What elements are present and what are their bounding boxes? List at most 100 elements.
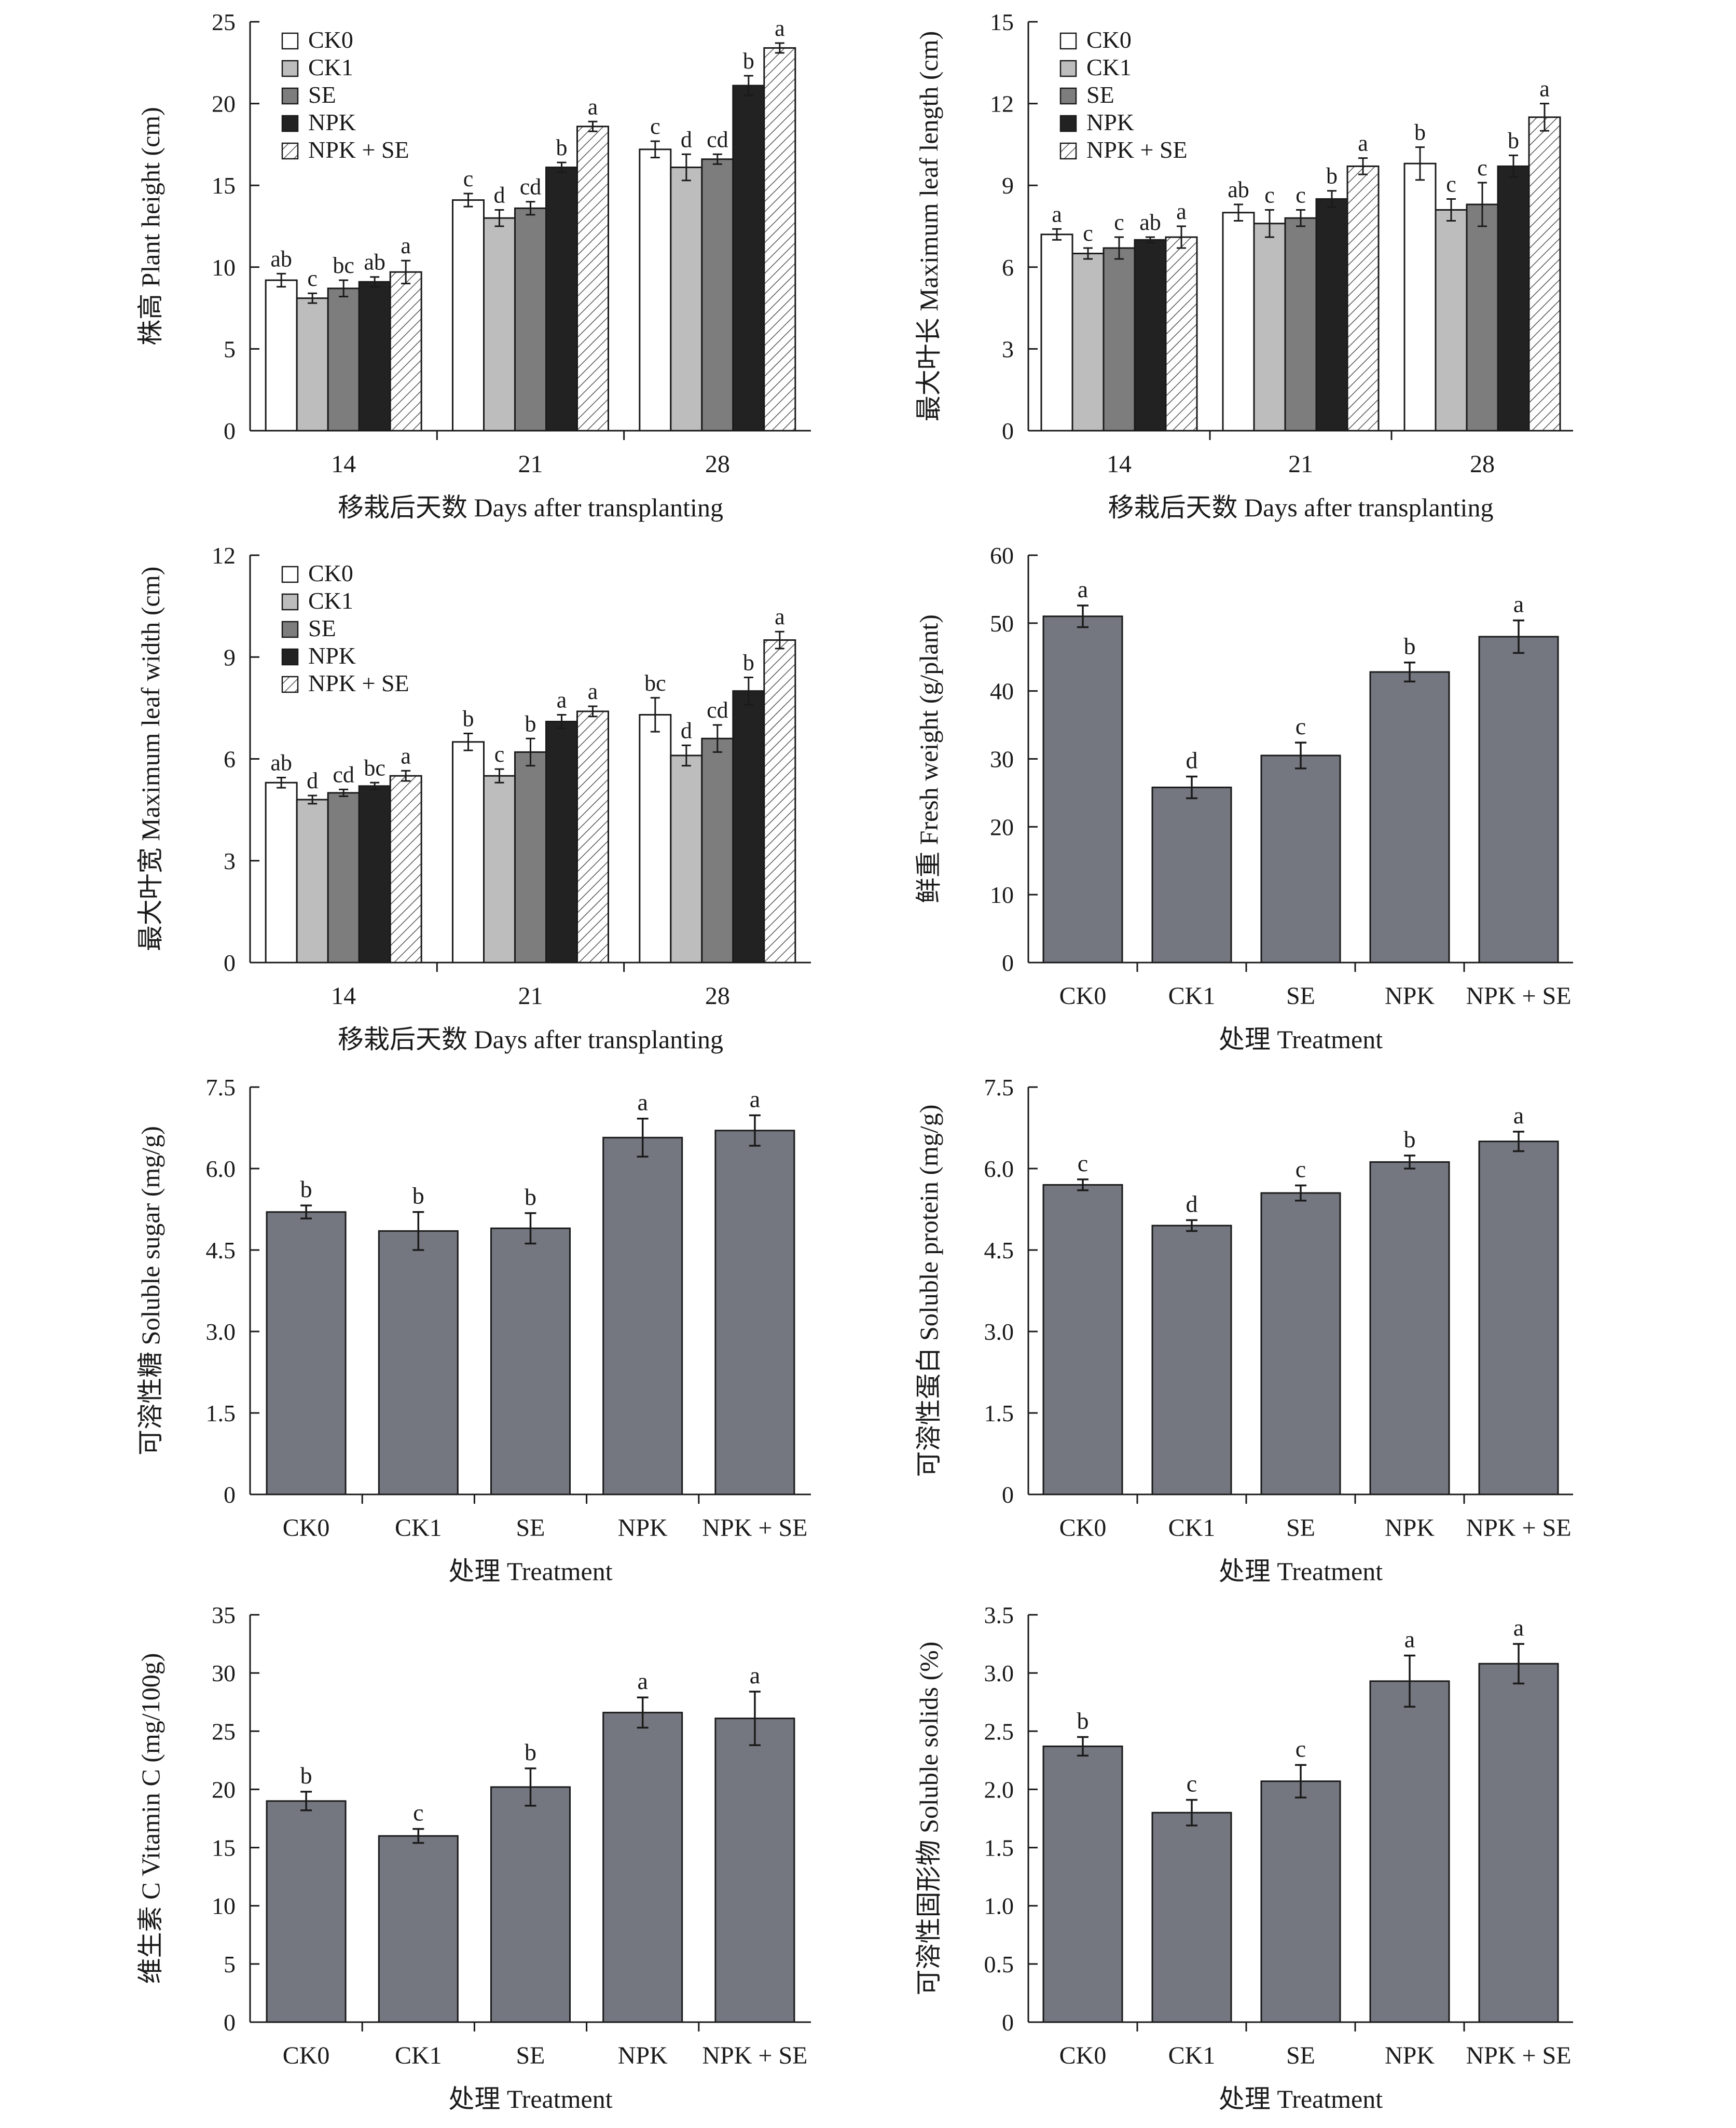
significance-letter: ab (1139, 210, 1161, 235)
bar (1369, 1680, 1450, 2023)
y-tick-label: 25 (212, 1718, 236, 1745)
legend-label: NPK + SE (308, 670, 409, 696)
significance-letter: c (1187, 1770, 1197, 1797)
y-tick-label: 5 (224, 336, 236, 362)
significance-letter: d (494, 182, 505, 208)
bar (296, 799, 329, 964)
significance-letter: c (1083, 221, 1093, 246)
y-axis-title: 可溶性蛋白 Soluble protein (mg/g) (914, 1105, 943, 1477)
y-tick-label: 0 (1002, 2009, 1014, 2036)
y-tick-label: 3.0 (984, 1660, 1014, 1686)
x-tick-label: NPK (1385, 2042, 1435, 2069)
bar (1478, 1141, 1559, 1495)
legend-label: SE (1086, 81, 1114, 108)
x-axis-title: 处理 Treatment (448, 1557, 612, 1586)
significance-letter: cd (707, 697, 728, 723)
significance-letter: cd (520, 174, 542, 200)
bar (576, 710, 609, 964)
y-tick-label: 7.5 (206, 1074, 236, 1101)
legend-swatch (281, 115, 299, 132)
x-tick-label: SE (1286, 2042, 1315, 2069)
legend-swatch (281, 566, 299, 583)
bar (1497, 165, 1530, 432)
chart-panel-8: 0 0.5 1.0 1.5 2.0 2.5 3.0 3.5 CK0 CK1 SE NPK NPK + S… (914, 1602, 1573, 2113)
y-tick-label: 0 (224, 2009, 236, 2036)
bar (1042, 1184, 1123, 1495)
legend-label: SE (308, 81, 336, 108)
significance-letter: a (557, 687, 567, 712)
bar (639, 148, 672, 432)
y-tick-label: 6.0 (206, 1156, 236, 1182)
y-axis-title: 最大叶长 Maximum leaf length (cm) (914, 31, 943, 422)
legend-label: CK0 (308, 26, 353, 53)
bar (1151, 1225, 1232, 1495)
legend-label: CK1 (308, 54, 353, 80)
y-tick-label: 10 (212, 1893, 236, 1919)
y-tick-label: 20 (212, 91, 236, 117)
bar (1042, 615, 1123, 964)
y-tick-label: 1.5 (206, 1400, 236, 1426)
significance-letter: b (525, 711, 536, 736)
bar (1346, 165, 1380, 432)
y-tick-label: 4.5 (206, 1237, 236, 1264)
legend-swatch (281, 142, 299, 160)
y-tick-label: 7.5 (984, 1074, 1014, 1101)
chart-panel-6: 0 1.5 3.0 4.5 6.0 7.5 CK0 CK1 SE NPK NPK + SE c d c b a… (914, 1074, 1573, 1586)
y-tick-label: 0 (1002, 950, 1014, 976)
x-tick-label: 28 (1470, 450, 1495, 478)
bar (1284, 217, 1317, 432)
significance-letter: b (300, 1176, 312, 1202)
y-tick-label: 10 (212, 254, 236, 281)
bar (514, 751, 547, 964)
y-tick-label: 5 (224, 1951, 236, 1978)
significance-letter: a (1513, 1614, 1524, 1641)
bar (1528, 116, 1561, 432)
significance-letter: a (588, 679, 598, 704)
x-tick-label: CK0 (283, 2042, 330, 2069)
y-tick-label: 9 (1002, 172, 1014, 199)
significance-letter: b (743, 650, 754, 676)
y-tick-label: 0 (224, 950, 236, 976)
x-tick-label: CK0 (1059, 2042, 1107, 2069)
significance-letter: ab (1228, 177, 1249, 202)
y-tick-label: 50 (990, 610, 1014, 637)
significance-letter: bc (364, 755, 385, 780)
x-tick-label: CK1 (1168, 1514, 1216, 1542)
bar (1222, 212, 1255, 432)
bar (602, 1711, 683, 2023)
y-tick-label: 2.5 (984, 1718, 1014, 1745)
significance-letter: a (401, 233, 411, 258)
significance-letter: c (1078, 1150, 1088, 1176)
bar (1071, 253, 1105, 432)
legend-label: CK1 (1086, 54, 1132, 80)
bar (327, 287, 360, 432)
y-axis-title: 维生素 C Vitamin C (mg/100g) (136, 1653, 165, 1984)
x-tick-label: NPK (1385, 982, 1435, 1010)
bar (296, 297, 329, 432)
bar (714, 1718, 795, 2023)
y-axis-title: 可溶性固形物 Soluble solids (%) (914, 1642, 943, 1996)
x-tick-label: NPK (618, 1514, 668, 1542)
x-axis-title: 处理 Treatment (448, 2084, 612, 2113)
legend-swatch (281, 676, 299, 693)
significance-letter: c (1477, 155, 1487, 181)
significance-letter: c (307, 266, 318, 291)
x-axis-title: 移栽后天数 Days after transplanting (338, 1025, 723, 1054)
y-tick-label: 30 (990, 746, 1014, 773)
significance-letter: c (463, 166, 474, 191)
significance-letter: b (1326, 163, 1338, 189)
significance-letter: d (307, 768, 318, 793)
y-tick-label: 60 (990, 542, 1014, 569)
bar (1151, 1811, 1232, 2023)
chart-panel-7: 0 5 10 15 20 25 30 35 CK0 CK1 SE NPK NPK + SE b c b a a 处理… (136, 1602, 811, 2113)
y-tick-label: 20 (990, 814, 1014, 840)
x-tick-label: CK0 (1059, 1514, 1107, 1542)
bar (358, 785, 391, 964)
bar (732, 690, 765, 964)
significance-letter: a (1052, 201, 1062, 227)
bar (265, 279, 298, 432)
y-tick-label: 0.5 (984, 1951, 1014, 1978)
significance-letter: c (650, 114, 660, 139)
significance-letter: d (681, 718, 692, 743)
